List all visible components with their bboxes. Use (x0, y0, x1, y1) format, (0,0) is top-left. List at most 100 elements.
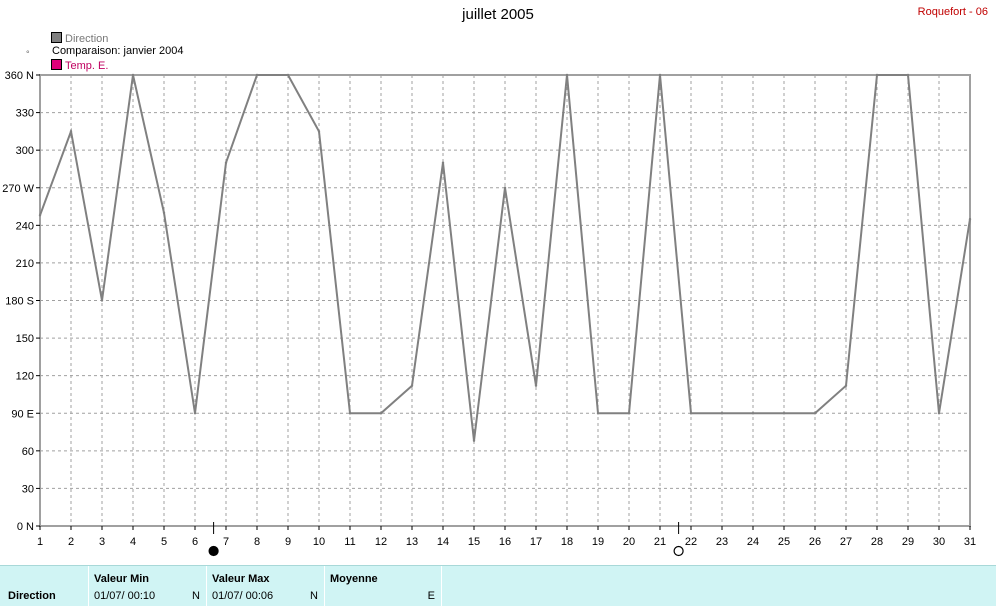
footer-empty-cell (441, 566, 996, 606)
x-tick-label: 3 (99, 536, 105, 548)
footer-max-header: Valeur Max (212, 573, 270, 585)
footer-avg-header: Moyenne (330, 573, 378, 585)
x-tick-label: 9 (285, 536, 291, 548)
direction-point (38, 214, 42, 217)
y-tick-label: 360 N (5, 70, 34, 82)
direction-point (503, 186, 507, 189)
y-tick-label: 240 (16, 220, 34, 232)
direction-point (441, 161, 445, 164)
x-tick-label: 23 (716, 536, 728, 548)
direction-point (255, 73, 259, 77)
x-tick-label: 16 (499, 536, 511, 548)
y-tick-label: 30 (22, 483, 34, 495)
footer-min-header: Valeur Min (94, 573, 150, 585)
direction-point (317, 130, 321, 133)
x-tick-label: 7 (223, 536, 229, 548)
direction-point (813, 412, 817, 415)
direction-point (782, 412, 786, 415)
y-tick-label: 150 (16, 333, 34, 345)
footer-min-cell: Valeur Min 01/07/ 00:10 N (88, 566, 206, 606)
direction-point (906, 73, 910, 77)
x-tick-label: 18 (561, 536, 573, 548)
x-tick-label: 1 (37, 536, 43, 548)
footer-avg-cell: Moyenne E (324, 566, 441, 606)
x-tick-label: 22 (685, 536, 697, 548)
direction-point (596, 412, 600, 415)
x-tick-label: 19 (592, 536, 604, 548)
footer-min-unit: N (192, 590, 200, 602)
direction-point (286, 73, 290, 77)
direction-point (565, 73, 569, 77)
x-tick-label: 17 (530, 536, 542, 548)
y-tick-label: 90 E (11, 408, 34, 420)
direction-point (720, 412, 724, 415)
chart-series (38, 73, 972, 443)
direction-point (193, 412, 197, 415)
x-tick-label: 13 (406, 536, 418, 548)
direction-point (410, 384, 414, 387)
x-tick-label: 5 (161, 536, 167, 548)
chart-grid (40, 75, 970, 526)
direction-point (534, 384, 538, 387)
direction-point (224, 161, 228, 164)
y-tick-label: 120 (16, 371, 34, 383)
direction-point (69, 130, 73, 133)
x-tick-label: 11 (344, 536, 355, 548)
direction-point (379, 412, 383, 415)
y-tick-label: 0 N (17, 521, 34, 533)
direction-point (348, 412, 352, 415)
direction-point (472, 439, 476, 443)
y-tick-label: 300 (16, 145, 34, 157)
x-tick-label: 28 (871, 536, 883, 548)
footer-row-label-text: Direction (8, 590, 56, 602)
degree-mark: ° (26, 49, 30, 59)
y-tick-label: 270 W (2, 183, 34, 195)
x-tick-label: 15 (468, 536, 480, 548)
x-tick-label: 25 (778, 536, 790, 548)
x-tick-label: 20 (623, 536, 635, 548)
x-tick-label: 2 (68, 536, 74, 548)
chart-title: juillet 2005 (462, 6, 534, 23)
x-tick-label: 14 (437, 536, 449, 548)
y-tick-label: 330 (16, 108, 34, 120)
direction-point (844, 384, 848, 387)
full-moon-icon (673, 545, 684, 557)
footer-max-cell: Valeur Max 01/07/ 00:06 N (206, 566, 324, 606)
footer-max-date: 01/07/ 00:06 (212, 590, 274, 602)
legend-temp[interactable]: Temp. E. (51, 59, 108, 72)
direction-point (131, 73, 135, 77)
footer-min-date: 01/07/ 00:10 (94, 590, 156, 602)
station-label[interactable]: Roquefort - 06 (917, 6, 988, 18)
direction-point (689, 412, 693, 415)
x-tick-label: 21 (654, 536, 666, 548)
direction-point (751, 412, 755, 415)
footer-row-label: Direction (0, 566, 88, 606)
x-tick-label: 10 (313, 536, 325, 548)
stats-footer: Direction Valeur Min 01/07/ 00:10 N Vale… (0, 565, 996, 606)
footer-max-unit: N (310, 590, 318, 602)
direction-point (627, 412, 631, 415)
direction-point (658, 73, 662, 77)
x-tick-label: 27 (840, 536, 852, 548)
x-tick-label: 29 (902, 536, 914, 548)
x-tick-label: 30 (933, 536, 945, 548)
x-tick-label: 31 (964, 536, 976, 548)
legend-direction[interactable]: Direction (51, 32, 108, 45)
direction-point (937, 412, 941, 415)
footer-avg-unit: E (427, 590, 435, 602)
x-tick-label: 8 (254, 536, 260, 548)
legend-temp-label: Temp. E. (65, 60, 109, 72)
legend-comparison[interactable]: Comparaison: janvier 2004 (52, 45, 184, 57)
direction-point (875, 73, 879, 77)
x-tick-label: 4 (130, 536, 136, 548)
y-tick-label: 180 S (5, 296, 34, 308)
legend-direction-label: Direction (65, 33, 109, 45)
legend-temp-swatch (51, 59, 62, 70)
direction-point (968, 217, 972, 221)
x-tick-label: 6 (192, 536, 198, 548)
x-tick-label: 24 (747, 536, 759, 548)
moon-phases (208, 522, 684, 557)
y-tick-label: 60 (22, 446, 34, 458)
